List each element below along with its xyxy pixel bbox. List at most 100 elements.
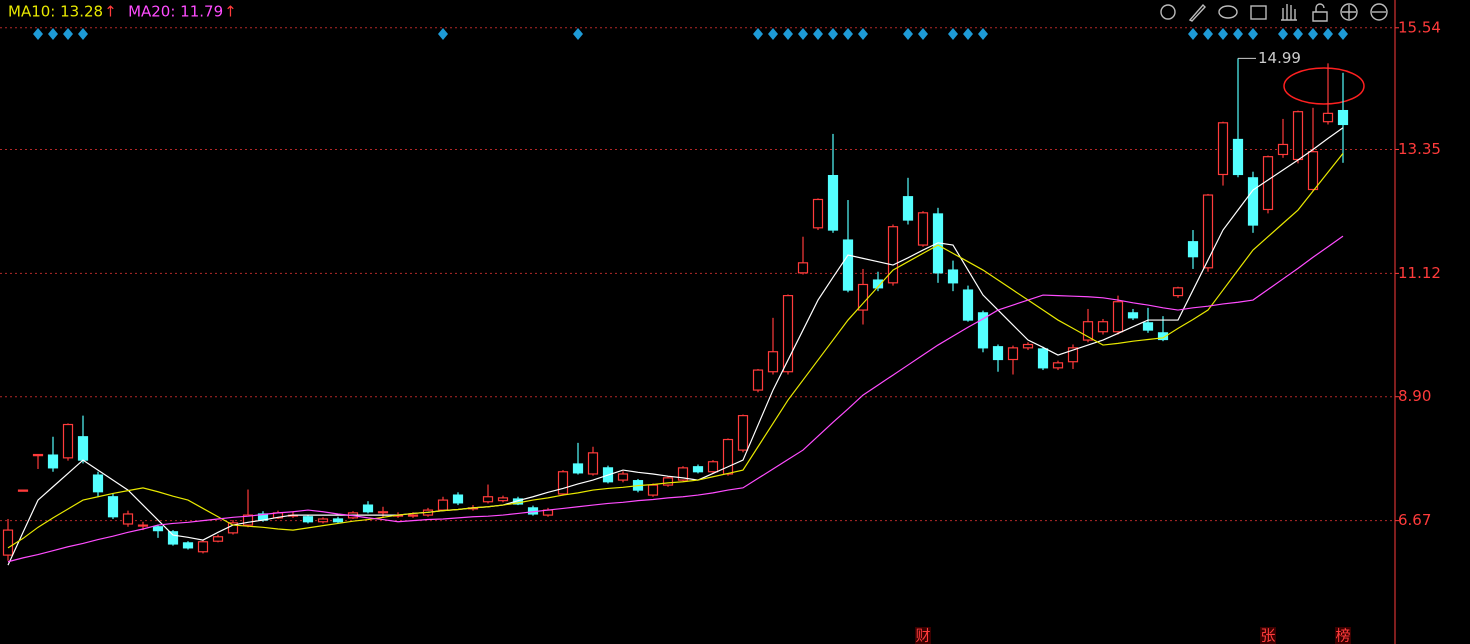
tag-box [1260, 627, 1276, 644]
candle-body [92, 474, 104, 493]
candle-body [557, 471, 569, 495]
candle-body [332, 518, 344, 523]
candle-body [302, 516, 314, 523]
candle-body [827, 174, 839, 231]
bottom-tag: 财 [915, 627, 930, 644]
event-marker [1323, 28, 1333, 40]
candle-body [1157, 332, 1169, 341]
candle-body [1022, 343, 1034, 349]
candle-body [692, 466, 704, 473]
candle-body [362, 504, 374, 513]
candle-body [1292, 111, 1304, 161]
hand-button[interactable] [1281, 4, 1297, 21]
candle-body [167, 531, 179, 545]
candle-body [122, 513, 134, 525]
event-marker [1203, 28, 1213, 40]
event-marker [903, 28, 913, 40]
candle-body [152, 526, 164, 532]
candle-body [707, 461, 719, 473]
ma-line [7, 127, 1344, 566]
y-tick-label: 6.67 [1398, 511, 1431, 529]
event-marker [573, 28, 583, 40]
candle-body [857, 283, 869, 311]
event-marker [438, 28, 448, 40]
candle-body [377, 511, 389, 514]
draw-button[interactable] [1188, 3, 1206, 22]
candle-body [752, 369, 764, 391]
candle-body [197, 541, 209, 553]
candle-body [1037, 348, 1049, 369]
candle-body [1127, 312, 1139, 319]
candle-body [947, 269, 959, 284]
event-marker [33, 28, 43, 40]
candle-body [1052, 362, 1064, 369]
legend-arrow: ↑ [224, 3, 237, 21]
candle-body [407, 514, 419, 517]
candle-body [962, 289, 974, 321]
event-marker [828, 28, 838, 40]
candle-body [1007, 347, 1019, 361]
candle-body [617, 473, 629, 481]
candle-body [737, 415, 749, 451]
candle-body [587, 452, 599, 475]
y-tick-label: 8.90 [1398, 387, 1431, 405]
lock-button[interactable] [1312, 3, 1328, 22]
event-marker [843, 28, 853, 40]
candle-body [1172, 287, 1184, 297]
candle-body [437, 499, 449, 511]
zoom-in-button[interactable] [1342, 5, 1356, 19]
candle-body [1202, 194, 1214, 269]
event-marker [813, 28, 823, 40]
event-marker [1338, 28, 1348, 40]
candle-body [812, 198, 824, 229]
event-marker [918, 28, 928, 40]
candle-body [1307, 151, 1319, 191]
event-marker [1293, 28, 1303, 40]
event-marker [768, 28, 778, 40]
ma-line [7, 235, 1344, 563]
event-marker [48, 28, 58, 40]
tag-box [1335, 627, 1351, 644]
candle-body [887, 226, 899, 284]
view-button[interactable] [1218, 5, 1238, 19]
candle-body [2, 529, 14, 556]
candle-body [32, 453, 44, 457]
candle-body [17, 489, 29, 492]
box-button[interactable] [1250, 5, 1267, 20]
ma-line [7, 152, 1344, 549]
candle-body [1142, 322, 1154, 331]
candle-body [992, 346, 1004, 361]
event-marker [1278, 28, 1288, 40]
tag-box [915, 627, 931, 644]
candle-body [482, 496, 494, 503]
event-marker [948, 28, 958, 40]
zoom-out-ring[interactable] [1370, 3, 1388, 21]
event-marker [1248, 28, 1258, 40]
event-marker [978, 28, 988, 40]
candle-body [677, 467, 689, 481]
candle-body [1277, 143, 1289, 156]
candle-body [182, 542, 194, 549]
candle-body [1082, 321, 1094, 341]
legend-arrow: ↑ [104, 3, 117, 21]
settings-button[interactable] [1160, 4, 1176, 20]
candle-body [767, 351, 779, 373]
candle-body [872, 279, 884, 289]
candle-body [797, 262, 809, 274]
zoom-in-ring[interactable] [1340, 3, 1358, 21]
y-tick-label: 15.54 [1398, 18, 1441, 36]
candle-body [842, 239, 854, 291]
y-tick-label: 13.35 [1398, 140, 1441, 158]
event-marker [1188, 28, 1198, 40]
bottom-tag: 榜 [1335, 627, 1350, 644]
event-marker [753, 28, 763, 40]
candle-body [572, 463, 584, 474]
candle-body [77, 436, 89, 461]
candle-body [1187, 241, 1199, 258]
candle-body [1232, 138, 1244, 176]
candle-body [242, 514, 254, 526]
candle-body [137, 524, 149, 527]
candle-body [1097, 321, 1109, 333]
candle-body [107, 496, 119, 518]
